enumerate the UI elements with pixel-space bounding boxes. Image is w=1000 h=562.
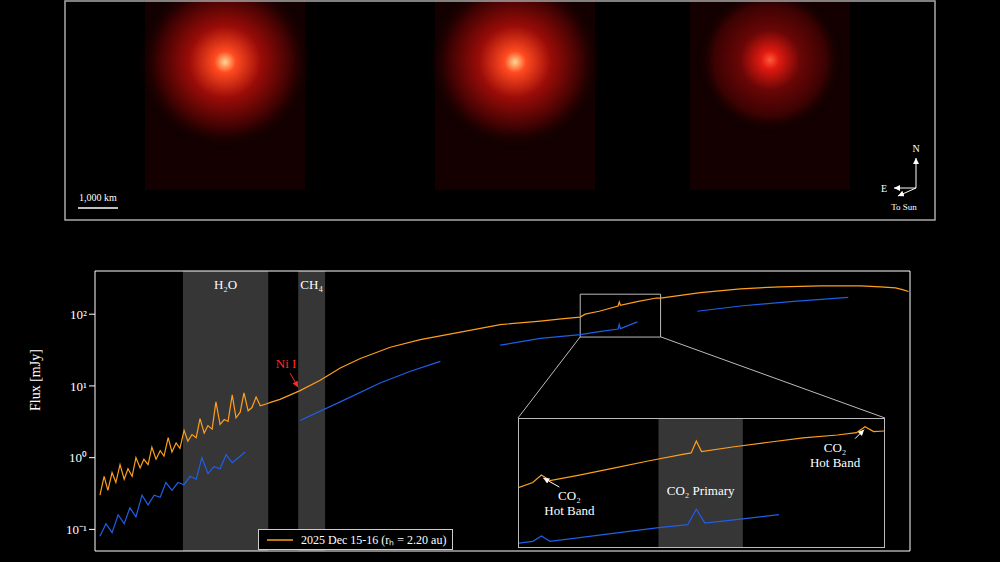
svg-text:10⁻¹: 10⁻¹ xyxy=(66,522,87,537)
svg-text:CO₂: CO₂ xyxy=(824,440,847,455)
html-text:2025 Dec 15-16 (rₕ = 2.20 au): 2025 Dec 15-16 (rₕ = 2.20 au) xyxy=(301,533,447,547)
svg-text:Hot Band: Hot Band xyxy=(810,455,861,470)
svg-text:To Sun: To Sun xyxy=(891,202,917,212)
svg-text:H₂O: H₂O xyxy=(214,277,237,292)
svg-text:1,000 km: 1,000 km xyxy=(79,192,117,203)
svg-text:Flux [mJy]: Flux [mJy] xyxy=(28,349,43,411)
svg-text:CO₂: CO₂ xyxy=(558,488,581,503)
svg-text:CH₄: CH₄ xyxy=(300,277,323,292)
svg-text:Ni I: Ni I xyxy=(276,356,297,371)
svg-text:10⁰: 10⁰ xyxy=(69,450,87,465)
svg-text:CO₂ Primary: CO₂ Primary xyxy=(667,483,735,498)
svg-text:N: N xyxy=(912,143,919,154)
svg-text:Hot Band: Hot Band xyxy=(544,503,595,518)
svg-text:E: E xyxy=(881,183,887,194)
svg-text:10²: 10² xyxy=(70,307,87,322)
svg-text:10¹: 10¹ xyxy=(70,379,87,394)
